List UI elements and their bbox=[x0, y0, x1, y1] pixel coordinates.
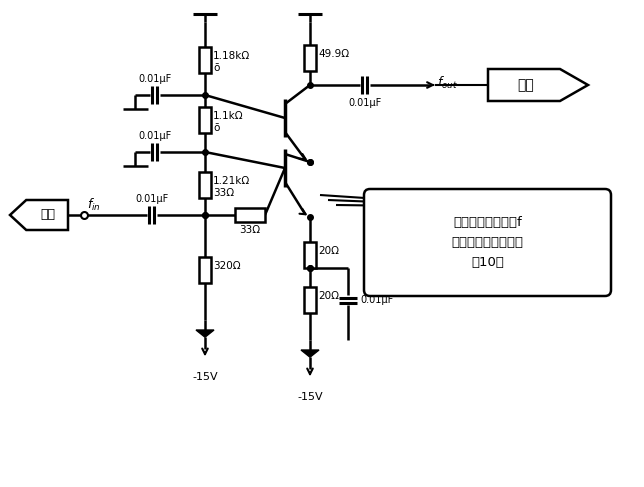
Text: 0.01μF: 0.01μF bbox=[138, 131, 171, 141]
Text: 1.1kΩ: 1.1kΩ bbox=[213, 111, 243, 121]
Bar bbox=[304, 242, 316, 268]
Polygon shape bbox=[488, 69, 588, 101]
Text: 0.01μF: 0.01μF bbox=[360, 295, 393, 305]
Bar bbox=[199, 107, 211, 133]
Bar bbox=[199, 172, 211, 198]
Text: 49.9Ω: 49.9Ω bbox=[318, 49, 349, 59]
Bar bbox=[199, 257, 211, 283]
Text: ō: ō bbox=[213, 63, 220, 73]
Text: 33Ω: 33Ω bbox=[240, 225, 261, 235]
Text: 1.18kΩ: 1.18kΩ bbox=[213, 51, 251, 61]
Text: -15V: -15V bbox=[297, 392, 323, 402]
Polygon shape bbox=[196, 330, 214, 337]
Text: -15V: -15V bbox=[192, 372, 218, 382]
Text: 输出: 输出 bbox=[518, 78, 535, 92]
Polygon shape bbox=[301, 350, 319, 357]
Text: 0.01μF: 0.01μF bbox=[135, 194, 169, 204]
Text: 0.01μF: 0.01μF bbox=[348, 98, 382, 108]
Text: ō: ō bbox=[213, 123, 220, 133]
Text: 晶体管的特性频率f
应选用输入信号频率
的10倍: 晶体管的特性频率f 应选用输入信号频率 的10倍 bbox=[451, 216, 524, 269]
Bar bbox=[304, 45, 316, 71]
Bar bbox=[199, 47, 211, 73]
Text: 33Ω: 33Ω bbox=[213, 188, 234, 198]
Text: 20Ω: 20Ω bbox=[318, 246, 339, 256]
Text: 20Ω: 20Ω bbox=[318, 291, 339, 301]
Polygon shape bbox=[10, 200, 68, 230]
Text: $f_{in}$: $f_{in}$ bbox=[87, 197, 100, 213]
Text: 0.01μF: 0.01μF bbox=[138, 74, 171, 84]
Bar bbox=[235, 208, 265, 222]
Text: 1.21kΩ: 1.21kΩ bbox=[213, 176, 251, 186]
Bar bbox=[304, 287, 316, 313]
Text: 320Ω: 320Ω bbox=[213, 261, 241, 271]
FancyBboxPatch shape bbox=[364, 189, 611, 296]
Text: $f_{out}$: $f_{out}$ bbox=[437, 75, 458, 91]
Text: 输入: 输入 bbox=[40, 208, 55, 222]
